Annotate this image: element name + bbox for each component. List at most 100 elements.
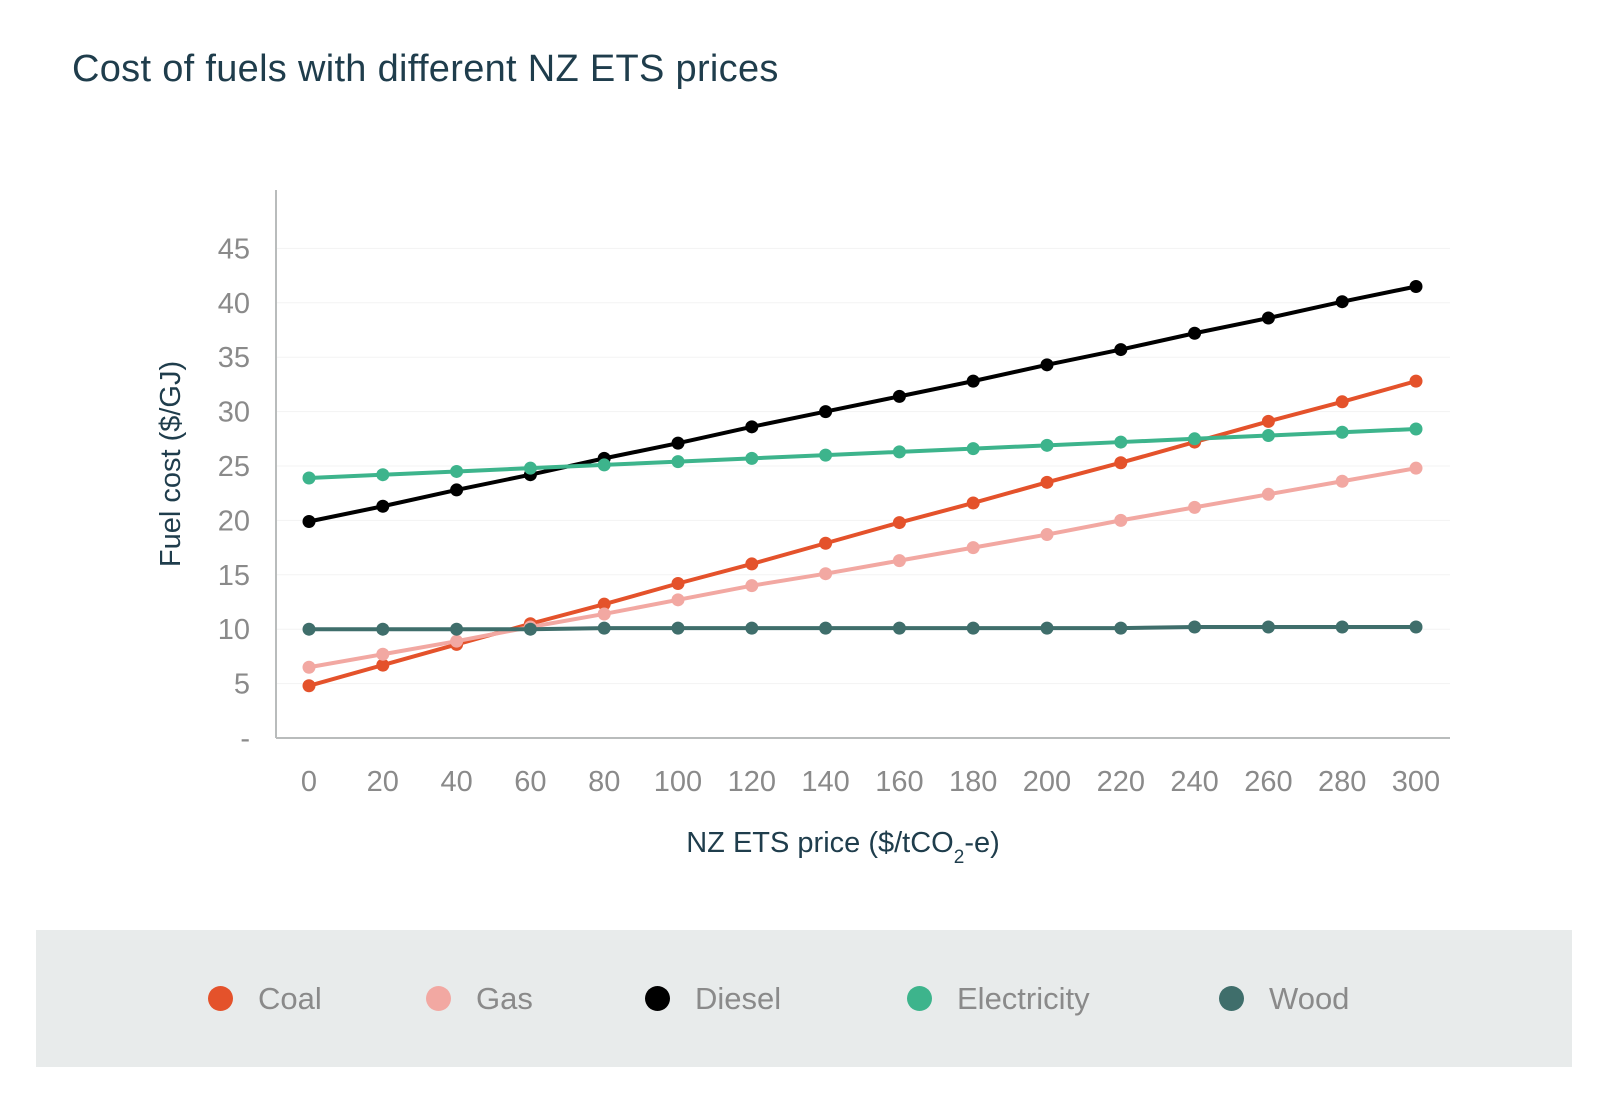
legend-label-diesel: Diesel xyxy=(695,980,782,1016)
x-tick-label-3: 60 xyxy=(514,766,546,798)
x-tick-label-12: 240 xyxy=(1170,766,1218,798)
x-tick-label-14: 280 xyxy=(1318,766,1366,798)
data-point-gas-13 xyxy=(1261,487,1275,501)
data-point-wood-13 xyxy=(1261,620,1275,634)
legend-label-coal: Coal xyxy=(258,980,322,1016)
data-point-coal-0 xyxy=(302,679,316,693)
data-point-wood-9 xyxy=(966,621,980,635)
data-point-diesel-13 xyxy=(1261,311,1275,325)
data-point-diesel-12 xyxy=(1188,326,1202,340)
y-tick-label-9: 45 xyxy=(218,233,250,265)
legend: Coal Gas Diesel Electricity Wood xyxy=(36,930,1572,1067)
legend-item-electricity: Electricity xyxy=(907,930,1090,1067)
series-line-diesel xyxy=(308,284,1417,524)
data-point-coal-1 xyxy=(376,658,390,672)
data-point-electricity-0 xyxy=(302,471,316,485)
legend-dot-electricity xyxy=(907,986,932,1011)
data-point-diesel-5 xyxy=(671,436,685,450)
legend-label-wood: Wood xyxy=(1269,980,1350,1016)
series-layer xyxy=(302,279,1423,693)
series-line-electricity xyxy=(308,427,1417,480)
data-point-coal-6 xyxy=(745,557,759,571)
x-axis-title-tail: -e) xyxy=(964,827,999,859)
data-point-wood-7 xyxy=(819,621,833,635)
data-point-gas-14 xyxy=(1335,474,1349,488)
data-point-electricity-5 xyxy=(671,455,685,469)
series-electricity xyxy=(302,422,1423,485)
x-tick-label-1: 20 xyxy=(367,766,399,798)
data-point-gas-5 xyxy=(671,593,685,607)
data-point-wood-11 xyxy=(1114,621,1128,635)
data-point-diesel-0 xyxy=(302,514,316,528)
y-tick-label-3: 15 xyxy=(218,560,250,592)
data-point-coal-15 xyxy=(1409,374,1423,388)
data-point-coal-11 xyxy=(1114,456,1128,470)
x-axis-title-subscript: 2 xyxy=(954,847,965,868)
data-point-diesel-11 xyxy=(1114,343,1128,357)
data-point-wood-12 xyxy=(1188,620,1202,634)
legend-item-coal: Coal xyxy=(208,930,322,1067)
y-tick-label-1: 5 xyxy=(234,669,250,701)
data-point-electricity-15 xyxy=(1409,422,1423,436)
legend-dot-gas xyxy=(426,986,451,1011)
data-point-coal-13 xyxy=(1261,414,1275,428)
data-point-electricity-3 xyxy=(523,461,537,475)
data-point-electricity-2 xyxy=(450,464,464,478)
chart-title: Cost of fuels with different NZ ETS pric… xyxy=(72,48,779,90)
x-tick-label-0: 0 xyxy=(301,766,317,798)
x-tick-label-7: 140 xyxy=(801,766,849,798)
x-tick-label-15: 300 xyxy=(1392,766,1440,798)
x-axis-title-main: NZ ETS price ($/tCO xyxy=(686,827,954,859)
data-point-wood-4 xyxy=(597,621,611,635)
data-point-gas-10 xyxy=(1040,528,1054,542)
legend-item-wood: Wood xyxy=(1219,930,1349,1067)
data-point-electricity-10 xyxy=(1040,438,1054,452)
x-tick-label-13: 260 xyxy=(1244,766,1292,798)
y-axis-title: Fuel cost ($/GJ) xyxy=(155,361,187,567)
data-point-coal-10 xyxy=(1040,475,1054,489)
data-point-gas-1 xyxy=(376,647,390,661)
tick-labels: - 5 10 15 20 25 30 35 40 45 0 20 40 60 80 100 120 140 160 1… xyxy=(218,233,1440,798)
legend-dot-coal xyxy=(208,986,233,1011)
data-point-wood-5 xyxy=(671,621,685,635)
data-point-electricity-13 xyxy=(1261,429,1275,443)
data-point-coal-9 xyxy=(966,496,980,510)
data-point-wood-1 xyxy=(376,622,390,636)
data-point-electricity-14 xyxy=(1335,425,1349,439)
data-point-diesel-10 xyxy=(1040,358,1054,372)
x-tick-label-10: 200 xyxy=(1023,766,1071,798)
series-line-coal xyxy=(308,379,1417,688)
data-point-wood-10 xyxy=(1040,621,1054,635)
x-tick-label-5: 100 xyxy=(654,766,702,798)
data-point-gas-15 xyxy=(1409,461,1423,475)
legend-label-electricity: Electricity xyxy=(957,980,1090,1016)
data-point-electricity-11 xyxy=(1114,435,1128,449)
series-line-wood xyxy=(309,625,1416,632)
data-point-wood-8 xyxy=(892,621,906,635)
data-point-gas-6 xyxy=(745,579,759,593)
data-point-diesel-1 xyxy=(376,499,390,513)
line-chart: - 5 10 15 20 25 30 35 40 45 0 20 40 60 80 100 120 140 160 1… xyxy=(155,190,1450,868)
series-line-gas xyxy=(308,466,1417,670)
x-tick-label-4: 80 xyxy=(588,766,620,798)
y-tick-label-6: 30 xyxy=(218,397,250,429)
data-point-coal-14 xyxy=(1335,395,1349,409)
data-point-coal-8 xyxy=(892,516,906,530)
data-point-diesel-7 xyxy=(819,405,833,419)
legend-item-diesel: Diesel xyxy=(645,930,781,1067)
gridlines xyxy=(276,247,1450,685)
data-point-diesel-14 xyxy=(1335,295,1349,309)
data-point-wood-6 xyxy=(745,621,759,635)
data-point-electricity-6 xyxy=(745,451,759,465)
data-point-diesel-9 xyxy=(966,374,980,388)
series-wood xyxy=(302,620,1423,636)
data-point-electricity-8 xyxy=(892,445,906,459)
x-tick-label-8: 160 xyxy=(875,766,923,798)
y-tick-label-7: 35 xyxy=(218,342,250,374)
data-point-wood-2 xyxy=(450,622,464,636)
legend-label-gas: Gas xyxy=(476,980,533,1016)
legend-dot-diesel xyxy=(645,986,670,1011)
data-point-diesel-6 xyxy=(745,420,759,434)
data-point-wood-15 xyxy=(1409,620,1423,634)
y-tick-label-4: 20 xyxy=(218,505,250,537)
